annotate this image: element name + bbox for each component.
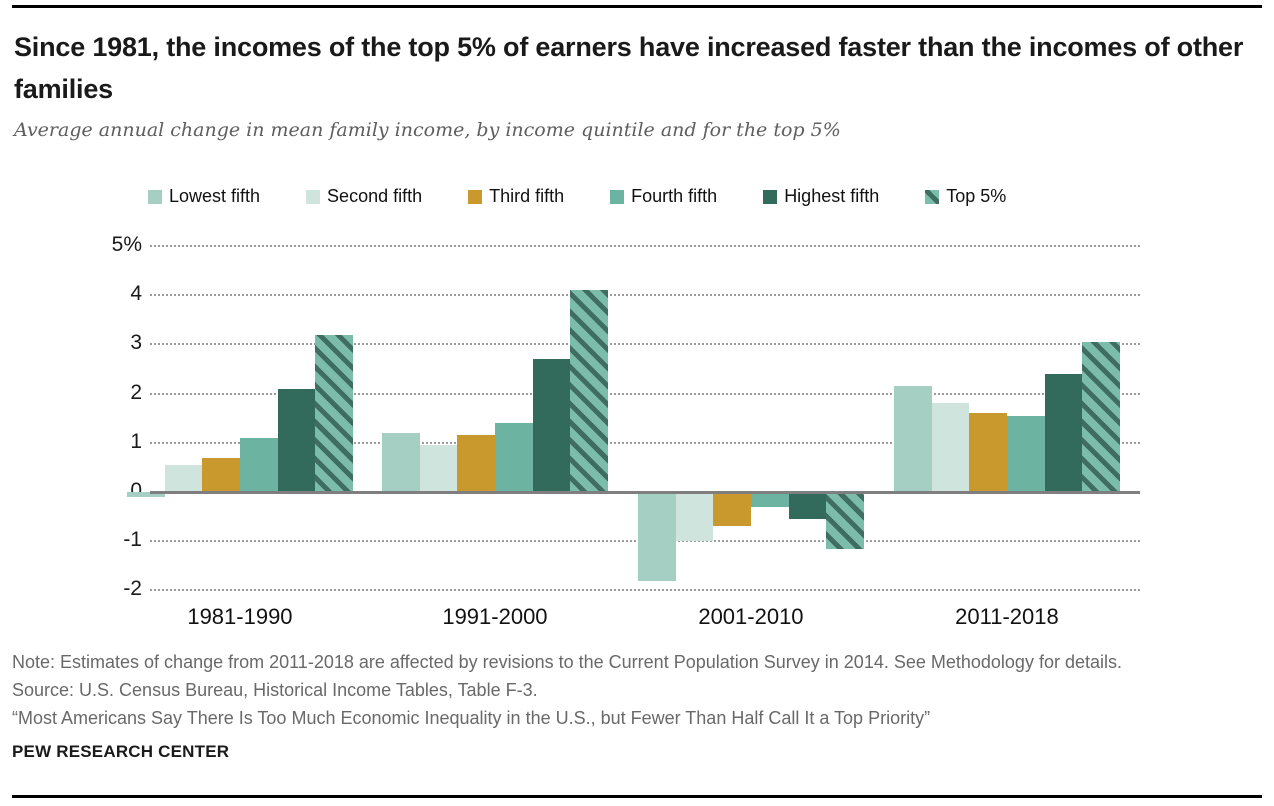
y-tick-label-4: 4 xyxy=(130,282,142,306)
top-rule xyxy=(12,5,1262,8)
bar-2011-2018-lowest-fifth xyxy=(894,386,932,492)
x-axis-zero-line xyxy=(150,491,1140,494)
legend-item-third-fifth: Third fifth xyxy=(468,186,564,207)
legend-swatch-fourth-fifth xyxy=(610,189,625,204)
legend-label-top-5: Top 5% xyxy=(946,186,1007,206)
bar-2011-2018-third-fifth xyxy=(969,413,1007,492)
bar-2001-2010-top-5 xyxy=(826,492,864,549)
gridline--2 xyxy=(150,589,1140,592)
y-tick-label--1: -1 xyxy=(123,528,142,552)
bar-2001-2010-lowest-fifth xyxy=(638,492,676,581)
legend-swatch-third-fifth xyxy=(468,189,483,204)
legend-label-fourth-fifth: Fourth fifth xyxy=(631,186,718,206)
legend-swatch-top-5 xyxy=(925,189,940,204)
legend-item-fourth-fifth: Fourth fifth xyxy=(610,186,717,207)
bar-1981-1990-fourth-fifth xyxy=(239,437,278,492)
bar-1991-2000-highest-fifth xyxy=(532,359,571,492)
bar-1991-2000-top-5 xyxy=(570,290,608,492)
legend-item-top-5: Top 5% xyxy=(925,186,1006,207)
bar-2011-2018-second-fifth xyxy=(931,403,970,492)
chart-legend: Lowest fifth Second fifth Third fifth Fourt… xyxy=(148,186,1006,207)
gridline-4 xyxy=(150,294,1140,297)
legend-item-lowest-fifth: Lowest fifth xyxy=(148,186,260,207)
chart-subtitle: Average annual change in mean family inc… xyxy=(14,119,841,141)
gridline-1 xyxy=(150,441,1140,444)
y-tick-label-3: 3 xyxy=(130,331,142,355)
y-tick-label-5: 5% xyxy=(111,233,142,256)
legend-label-third-fifth: Third fifth xyxy=(489,186,565,206)
gridline-2 xyxy=(150,392,1140,395)
bar-2011-2018-top-5 xyxy=(1082,341,1120,492)
legend-label-lowest-fifth: Lowest fifth xyxy=(169,186,261,206)
bar-1991-2000-lowest-fifth xyxy=(382,432,420,492)
y-tick-label-1: 1 xyxy=(130,429,142,453)
bar-1981-1990-lowest-fifth xyxy=(127,492,165,497)
bar-1981-1990-highest-fifth xyxy=(277,388,316,492)
x-tick-label-1981-1990: 1981-1990 xyxy=(187,604,293,629)
bar-2001-2010-fourth-fifth xyxy=(750,492,789,507)
bar-2011-2018-fourth-fifth xyxy=(1006,415,1045,492)
bar-2011-2018-highest-fifth xyxy=(1044,373,1083,492)
x-tick-label-2011-2018: 2011-2018 xyxy=(955,604,1059,629)
pew-research-center-brand: PEW RESEARCH CENTER xyxy=(12,742,230,761)
y-tick-label-2: 2 xyxy=(130,380,142,404)
bar-1991-2000-fourth-fifth xyxy=(494,423,533,492)
y-tick-label-0: 0 xyxy=(130,479,142,502)
footer-source: Source: U.S. Census Bureau, Historical I… xyxy=(12,680,538,700)
legend-item-highest-fifth: Highest fifth xyxy=(763,186,879,207)
footer-note: Note: Estimates of change from 2011-2018… xyxy=(12,652,1122,672)
bar-1981-1990-second-fifth xyxy=(164,464,203,492)
bar-2001-2010-highest-fifth xyxy=(788,492,827,520)
legend-swatch-lowest-fifth xyxy=(148,189,162,204)
y-tick-label--2: -2 xyxy=(123,577,142,601)
bar-2001-2010-second-fifth xyxy=(675,492,714,542)
legend-item-second-fifth: Second fifth xyxy=(306,186,422,207)
bar-1981-1990-third-fifth xyxy=(202,457,240,492)
bar-1991-2000-second-fifth xyxy=(419,445,458,492)
x-tick-label-2001-2010: 2001-2010 xyxy=(698,604,804,629)
legend-swatch-highest-fifth xyxy=(763,189,778,204)
legend-label-highest-fifth: Highest fifth xyxy=(784,186,880,206)
legend-label-second-fifth: Second fifth xyxy=(327,186,423,206)
bar-2001-2010-third-fifth xyxy=(713,492,751,527)
page-title: Since 1981, the incomes of the top 5% of… xyxy=(14,32,1244,104)
x-tick-label-1991-2000: 1991-2000 xyxy=(442,604,548,629)
gridline-5 xyxy=(150,245,1140,247)
bar-1981-1990-top-5 xyxy=(315,334,353,492)
bottom-rule xyxy=(12,795,1262,798)
legend-swatch-second-fifth xyxy=(306,189,321,204)
footer-report-title: “Most Americans Say There Is Too Much Ec… xyxy=(12,708,931,728)
footer-notes: Note: Estimates of change from 2011-2018… xyxy=(12,648,1252,732)
bar-1991-2000-third-fifth xyxy=(457,435,495,492)
gridline-3 xyxy=(150,343,1140,346)
